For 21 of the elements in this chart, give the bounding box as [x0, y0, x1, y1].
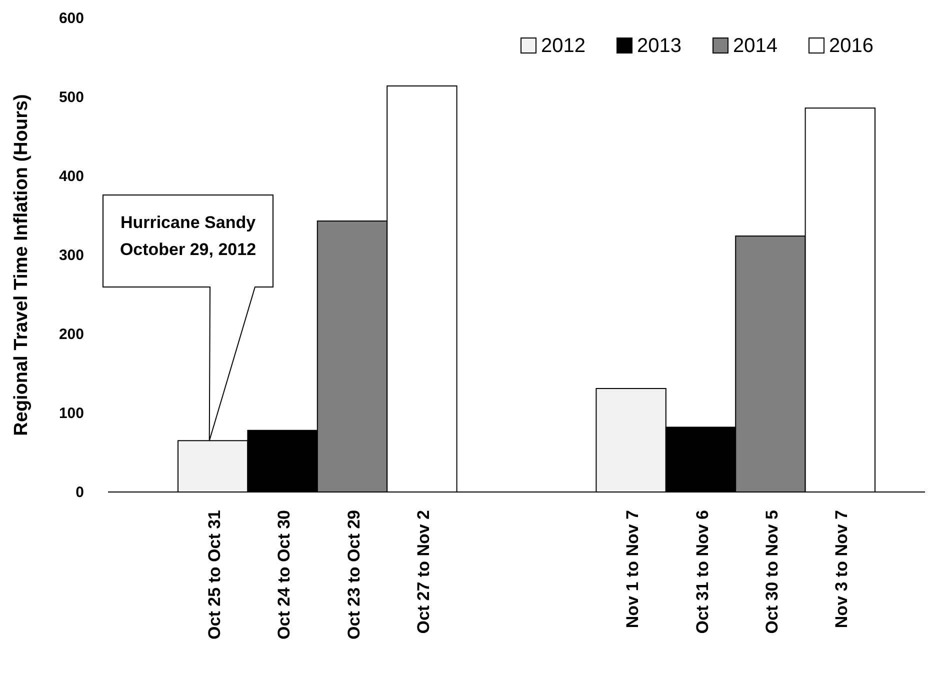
legend-label: 2012: [541, 35, 586, 57]
x-tick-label: Oct 23 to Oct 29: [344, 510, 364, 640]
y-tick-label: 0: [76, 484, 84, 501]
x-tick-label: Oct 30 to Nov 5: [762, 510, 782, 634]
y-tick-label: 500: [58, 89, 84, 106]
x-tick-label: Oct 25 to Oct 31: [204, 510, 224, 640]
legend-label: 2013: [637, 35, 682, 57]
x-tick-label: Nov 1 to Nov 7: [623, 510, 642, 628]
y-tick-label: 400: [58, 168, 84, 185]
y-tick-label: 600: [58, 10, 84, 27]
y-tick-label: 300: [58, 247, 84, 264]
legend-label: 2014: [733, 35, 778, 57]
x-tick-label: Oct 31 to Nov 6: [692, 510, 712, 634]
x-tick-label: Nov 3 to Nov 7: [832, 510, 852, 628]
legend-label: 2016: [829, 35, 874, 57]
y-tick-label: 200: [58, 326, 84, 343]
y-tick-label: 100: [58, 405, 84, 422]
x-tick-label: Oct 24 to Oct 30: [274, 510, 294, 640]
y-axis-title: Regional Travel Time Inflation (Hours): [11, 94, 32, 436]
annotation: Hurricane Sandy October 29, 2012: [120, 213, 256, 259]
x-tick-label: Oct 27 to Nov 2: [414, 510, 433, 634]
